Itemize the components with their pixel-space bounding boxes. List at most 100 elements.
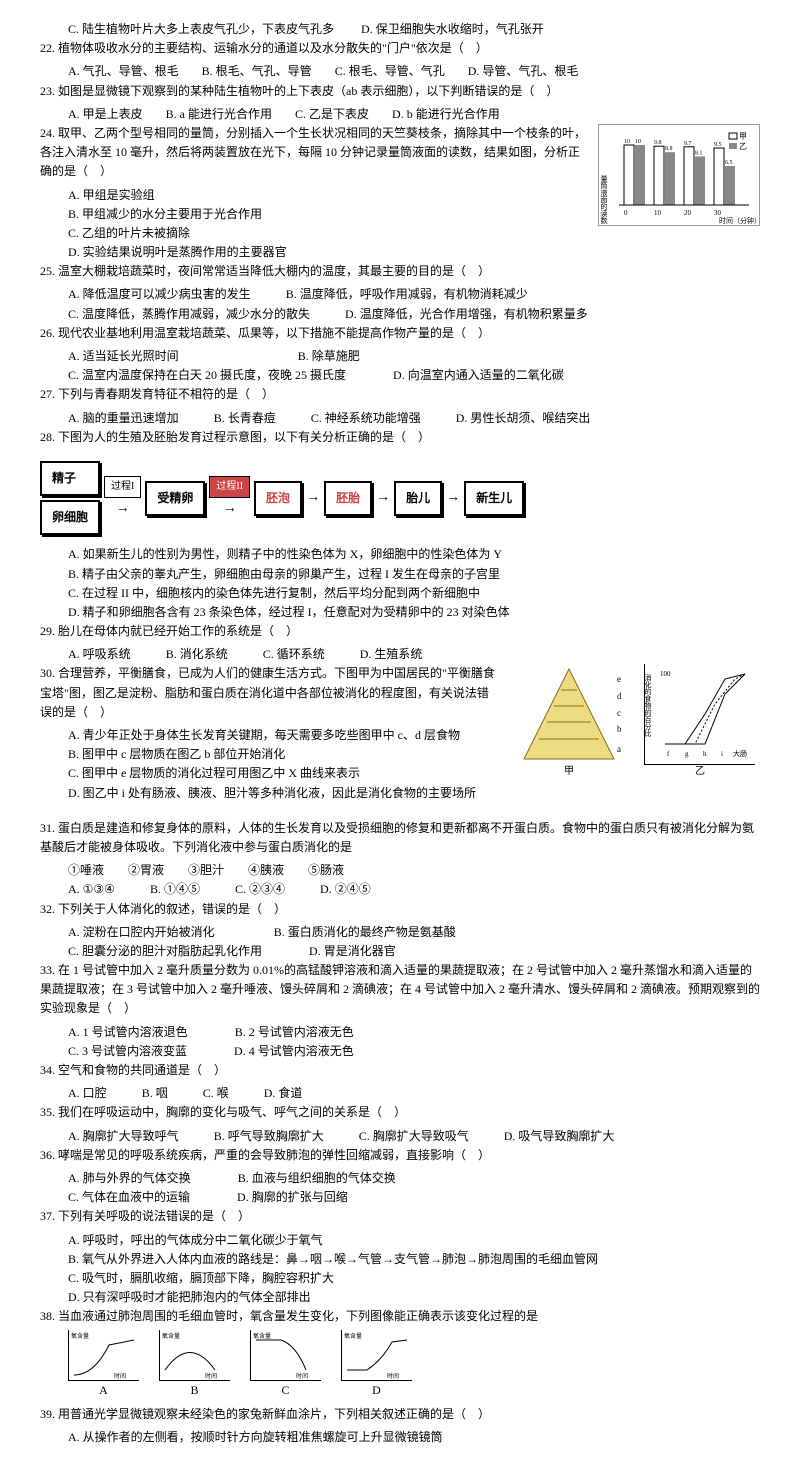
svg-text:f: f [667,750,670,758]
q35: 35. 我们在呼吸运动中，胸廓的变化与吸气、呼气之间的关系是（ ） [40,1103,760,1122]
q38: 38. 当血液通过肺泡周围的毛细血管时，氧含量发生变化，下列图像能正确表示该变化… [40,1307,760,1326]
q34-b: B. 咽 [142,1086,168,1100]
svg-text:8.8: 8.8 [665,146,673,152]
svg-text:大肠: 大肠 [733,749,747,758]
svg-text:时间（分钟）: 时间（分钟） [719,216,759,225]
flow-diagram: 精子 卵细胞 过程I → 受精卵 过程II → 胚泡 → 胚胎 → 胎儿 → 新… [40,461,760,535]
q39-a: A. 从操作者的左侧看，按顺时针方向旋转粗准焦螺旋可上升显微镜镜筒 [40,1428,760,1447]
q22: 22. 植物体吸收水分的主要结构、运输水分的通道以及水分散失的"门户"依次是（ … [40,39,760,58]
q25: 25. 温室大棚栽培蔬菜时，夜间常常适当降低大棚内的温度，其最主要的目的是（ ） [40,262,760,281]
flow-label: 过程I [104,476,141,498]
q29-b: B. 消化系统 [166,647,228,661]
q39: 39. 用普通光学显微镜观察未经染色的家兔新鲜血涂片，下列相关叙述正确的是（ ） [40,1405,760,1424]
flow-node: 卵细胞 [40,500,100,535]
option-d: D. 保卫细胞失水收缩时，气孔张开 [361,22,544,36]
svg-text:0: 0 [624,209,628,217]
chart-label-a: A [68,1381,139,1400]
q37-b: B. 氧气从外界进入人体内血液的路线是：鼻→咽→喉→气管→支气管→肺泡→肺泡周围… [40,1250,760,1269]
q29-d: D. 生殖系统 [360,647,423,661]
svg-text:10: 10 [654,209,662,217]
flow-node: 受精卵 [145,481,205,516]
svg-text:c: c [617,708,621,718]
svg-text:e: e [617,674,621,684]
svg-text:时间: 时间 [387,1372,399,1380]
svg-text:10: 10 [635,139,641,145]
q32-a: A. 淀粉在口腔内开始被消化 [68,925,215,939]
flow-node: 胚胎 [324,481,372,516]
bar-chart: 量筒液面的读数（毫升） 109.89.79.5108.88.16.5 0 10 … [598,124,760,226]
q33-c: C. 3 号试管内溶液变蓝 [68,1044,187,1058]
q36-c: C. 气体在血液中的运输 [68,1190,190,1204]
q32-d: D. 胃是消化器官 [309,944,396,958]
q36: 36. 哮喘是常见的呼吸系统疾病，严重的会导致肺泡的弹性回缩减弱，直接影响（ ） [40,1146,760,1165]
q33-d: D. 4 号试管内溶液无色 [234,1044,354,1058]
chart-label-d: D [341,1381,412,1400]
q25-c: C. 温度降低，蒸腾作用减弱，减少水分的散失 [68,307,310,321]
q28-c: C. 在过程 II 中，细胞核内的染色体先进行复制，然后平均分配到两个新细胞中 [40,584,760,603]
svg-text:100: 100 [660,670,671,678]
flow-node: 胎儿 [394,481,442,516]
q30-d: D. 图乙中 i 处有肠液、胰液、胆汁等多种消化液，因此是消化食物的主要场所 [40,784,760,803]
q32: 32. 下列关于人体消化的叙述，错误的是（ ） [40,900,760,919]
q36-b: B. 血液与组织细胞的气体交换 [238,1171,396,1185]
q34-a: A. 口腔 [68,1086,107,1100]
q27-c: C. 神经系统功能增强 [311,411,421,425]
q29: 29. 胎儿在母体内就已经开始工作的系统是（ ） [40,622,760,641]
q36-a: A. 肺与外界的气体交换 [68,1171,191,1185]
q25-b: B. 温度降低，呼吸作用减弱，有机物消耗减少 [286,287,528,301]
q22-b: B. 根毛、气孔、导管 [202,64,312,78]
svg-text:氧含量: 氧含量 [162,1332,180,1340]
flow-node: 胚泡 [254,481,302,516]
q23-c: C. 乙是下表皮 [295,107,369,121]
q28-b: B. 精子由父亲的睾丸产生，卵细胞由母亲的卵巢产生，过程 I 发生在母亲的子宫里 [40,565,760,584]
q37-d: D. 只有深呼吸时才能把肺泡内的气体全部排出 [40,1288,760,1307]
q34-c: C. 喉 [203,1086,229,1100]
q34: 34. 空气和食物的共同通道是（ ） [40,1061,760,1080]
q22-a: A. 气孔、导管、根毛 [68,64,179,78]
flow-node: 精子 [40,461,100,496]
q35-c: C. 胸廓扩大导致吸气 [359,1129,469,1143]
q37: 37. 下列有关呼吸的说法错误的是（ ） [40,1207,760,1226]
q33-a: A. 1 号试管内溶液退色 [68,1025,188,1039]
q27: 27. 下列与青春期发育特征不相符的是（ ） [40,385,760,404]
svg-text:时间: 时间 [296,1372,308,1380]
flow-node: 新生儿 [464,481,524,516]
arrow-icon: → [223,498,237,520]
chart-label-c: C [250,1381,321,1400]
q26-b: B. 除草施肥 [298,349,360,363]
svg-text:d: d [617,691,622,701]
q26-c: C. 温室内温度保持在白天 20 摄氏度，夜晚 25 摄氏度 [68,368,346,382]
svg-text:9.8: 9.8 [654,140,662,146]
q23-b: B. a 能进行光合作用 [166,107,272,121]
q23-a: A. 甲是上表皮 [68,107,143,121]
q27-b: B. 长青春痘 [214,411,276,425]
svg-text:乙: 乙 [739,142,747,151]
svg-text:时间: 时间 [205,1372,217,1380]
q28: 28. 下图为人的生殖及胚胎发育过程示意图，以下有关分析正确的是（ ） [40,428,760,447]
chart-label: 甲 [509,764,629,780]
q26-a: A. 适当延长光照时间 [68,349,179,363]
q38-charts: 氧含量时间 A 氧含量时间 B 氧含量时间 C 氧含量时间 D [68,1330,760,1400]
svg-text:10: 10 [624,139,630,145]
q33: 33. 在 1 号试管中加入 2 毫升质量分数为 0.01%的高锰酸钾溶液和滴入… [40,961,760,1019]
q32-c: C. 胆囊分泌的胆汁对脂肪起乳化作用 [68,944,262,958]
chart-label: 乙 [645,764,755,780]
svg-text:20: 20 [684,209,692,217]
q27-d: D. 男性长胡须、喉结突出 [456,411,591,425]
q37-a: A. 呼吸时，呼出的气体成分中二氧化碳少于氧气 [40,1231,760,1250]
q24-c: C. 乙组的叶片未被摘除 [40,224,760,243]
q26: 26. 现代农业基地利用温室栽培蔬菜、瓜果等，以下措施不能提高作物产量的是（ ） [40,324,760,343]
svg-text:消化的食物的百分比: 消化的食物的百分比 [645,674,652,739]
q31-items: ①唾液 ②胃液 ③胆汁 ④胰液 ⑤肠液 [40,861,760,880]
svg-text:i: i [721,750,723,758]
q35-d: D. 吸气导致胸廓扩大 [504,1129,615,1143]
q28-a: A. 如果新生儿的性别为男性，则精子中的性染色体为 X，卵细胞中的性染色体为 Y [40,545,760,564]
q29-a: A. 呼吸系统 [68,647,131,661]
svg-text:氧含量: 氧含量 [344,1332,362,1340]
q28-d: D. 精子和卵细胞各含有 23 条染色体，经过程 I，任意配对为受精卵中的 23… [40,603,760,622]
svg-text:氧含量: 氧含量 [253,1332,271,1340]
arrow-icon: → [116,498,130,520]
q26-d: D. 向温室内通入适量的二氧化碳 [393,368,564,382]
digestion-chart: 消化的食物的百分比 100 f g h i 大肠 乙 [644,664,755,765]
pyramid-chart: e d c b a 甲 [509,664,629,774]
